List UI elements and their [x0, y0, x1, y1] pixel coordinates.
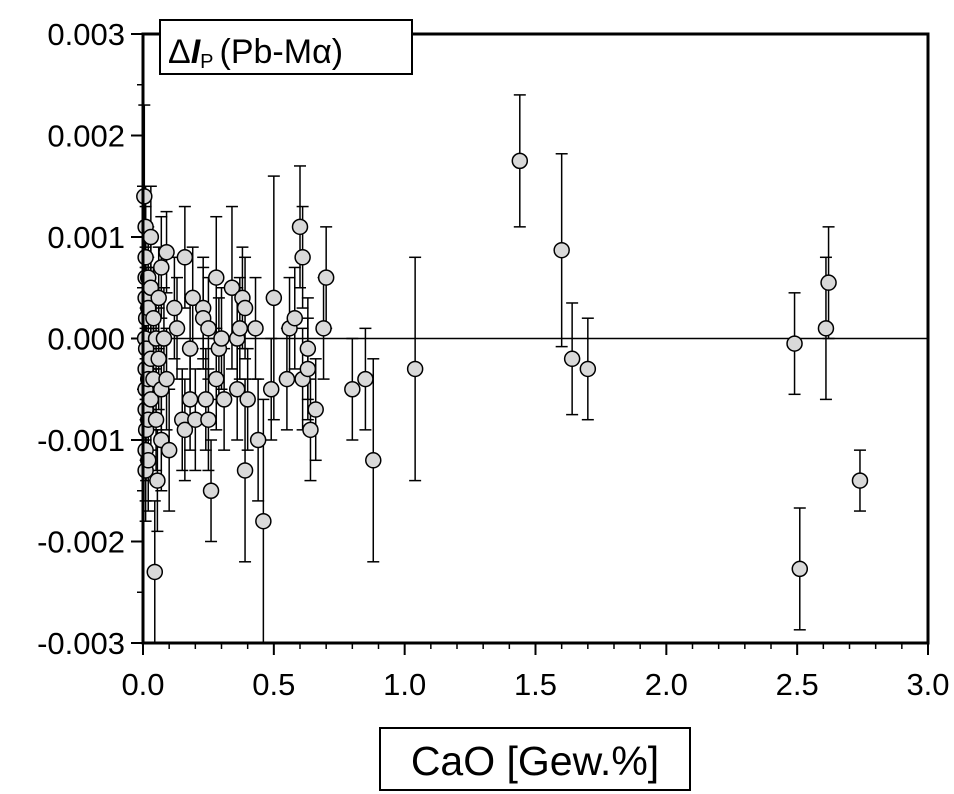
data-point — [851, 472, 869, 489]
x-axis-label: CaO [Gew.%] — [411, 738, 659, 784]
data-point — [553, 241, 570, 259]
y-axis-ticks: 0.003 0.002 0.001 0.000 -0.001 -0.002 -0.003 — [37, 17, 143, 661]
svg-text:ΔIP(Pb-Mα): ΔIP (Pb-Mα) — [168, 33, 343, 73]
data-point — [137, 249, 154, 266]
data-point — [208, 370, 225, 388]
data-point — [278, 370, 296, 388]
data-point — [294, 249, 311, 266]
data-point — [255, 512, 272, 530]
data-point — [786, 335, 803, 352]
error-bars — [138, 94, 866, 644]
y-tick-label: 0.000 — [47, 322, 125, 357]
data-point — [150, 350, 167, 368]
data-point — [286, 309, 304, 327]
data-point — [406, 360, 424, 378]
y-tick-label: -0.002 — [37, 525, 125, 560]
data-point — [299, 340, 317, 357]
data-point — [365, 452, 382, 469]
data-point — [228, 381, 246, 398]
data-point — [315, 320, 332, 337]
data-point — [153, 259, 170, 276]
data-point — [317, 269, 335, 286]
data-point — [158, 370, 175, 388]
data-point — [262, 381, 280, 398]
x-tick-label: 0.0 — [121, 667, 164, 702]
data-point — [166, 299, 183, 317]
data-point — [231, 320, 249, 337]
y-tick-label: 0.001 — [47, 220, 125, 255]
data-point — [820, 274, 837, 291]
data-point — [236, 462, 254, 479]
data-point — [299, 360, 317, 378]
data-point — [239, 391, 256, 408]
data-point — [176, 249, 194, 266]
x-tick-label: 1.5 — [514, 667, 557, 702]
data-point — [168, 320, 186, 337]
data-point — [146, 563, 164, 581]
data-point — [791, 560, 809, 578]
data-point — [223, 279, 241, 296]
data-points — [136, 152, 869, 581]
x-axis-ticks: 0.0 0.5 1.0 1.5 2.0 2.5 3.0 — [121, 643, 950, 702]
data-point — [142, 228, 160, 246]
data-point — [150, 289, 167, 307]
data-point — [158, 243, 175, 261]
data-point — [249, 431, 267, 449]
data-point — [511, 152, 529, 170]
data-point — [208, 269, 225, 286]
chart-title-variable: I — [191, 33, 202, 71]
chart-title-suffix: (Pb-Mα) — [220, 33, 344, 71]
data-point — [357, 370, 374, 388]
data-point — [160, 441, 178, 459]
data-point — [215, 391, 233, 408]
data-point — [291, 218, 309, 236]
data-point — [200, 320, 217, 337]
data-point — [302, 421, 319, 439]
x-tick-label: 2.5 — [776, 667, 819, 702]
data-point — [344, 381, 361, 398]
plot-frame — [141, 32, 930, 645]
data-point — [213, 330, 230, 347]
data-point — [181, 391, 199, 408]
data-point — [197, 391, 215, 408]
data-point — [579, 360, 597, 378]
y-tick-label: -0.003 — [37, 626, 125, 661]
data-point — [155, 330, 173, 347]
x-tick-label: 2.0 — [645, 667, 688, 702]
data-point — [176, 421, 194, 439]
data-point — [236, 299, 254, 317]
data-point — [184, 289, 201, 307]
y-tick-label: -0.001 — [37, 423, 125, 458]
data-point — [247, 320, 264, 337]
data-point — [149, 472, 166, 489]
x-tick-label: 0.5 — [252, 667, 295, 702]
data-point — [307, 401, 324, 418]
data-point — [145, 309, 162, 327]
data-point — [817, 320, 835, 337]
data-point — [147, 411, 165, 428]
data-point — [563, 350, 581, 368]
data-point — [202, 482, 220, 499]
chart-title-box: ΔIP (Pb-Mα) — [159, 19, 413, 75]
chart-title-subscript: P — [200, 51, 213, 73]
chart-title-prefix: Δ — [168, 33, 191, 71]
data-point — [265, 289, 283, 307]
x-tick-label: 1.0 — [383, 667, 426, 702]
x-axis-label-box: CaO [Gew.%] — [379, 727, 691, 791]
y-tick-label: 0.003 — [47, 17, 125, 52]
data-point — [200, 411, 217, 428]
y-tick-label: 0.002 — [47, 119, 125, 154]
x-tick-label: 3.0 — [906, 667, 949, 702]
data-point — [181, 340, 199, 357]
